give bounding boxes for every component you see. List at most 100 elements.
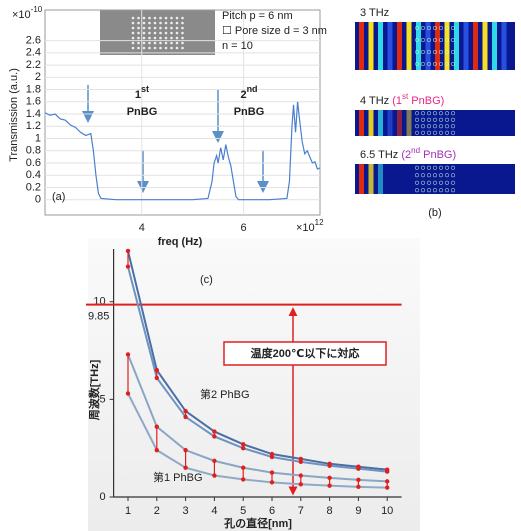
pore xyxy=(153,21,157,25)
field-stripe xyxy=(435,22,440,70)
pore xyxy=(142,46,146,50)
pore xyxy=(175,31,179,35)
field-pore xyxy=(444,188,450,193)
point-marker xyxy=(298,482,303,487)
pore xyxy=(131,21,135,25)
pore xyxy=(137,36,140,40)
pore xyxy=(153,16,157,20)
pore xyxy=(181,31,184,35)
field-pore xyxy=(432,165,438,170)
field-pore xyxy=(444,61,450,67)
point-marker xyxy=(154,424,159,429)
field-pore xyxy=(450,25,456,31)
field-pore xyxy=(426,117,432,122)
field-stripe xyxy=(425,22,431,70)
series-label: 第1 PhBG xyxy=(153,470,203,484)
y-tick-label: 0.8 xyxy=(26,145,41,157)
pore xyxy=(159,41,162,45)
point-marker xyxy=(269,470,275,475)
gap-label-text: PnBG xyxy=(127,106,158,118)
pore xyxy=(181,36,184,40)
point-marker xyxy=(125,352,131,357)
x-tick-label: 3 xyxy=(183,505,189,517)
point-marker xyxy=(241,442,246,447)
pore xyxy=(137,41,140,45)
field-pore xyxy=(450,61,456,67)
field-pore xyxy=(444,25,450,31)
series-line xyxy=(127,393,388,489)
multiplier-base: ×10 xyxy=(12,9,31,21)
panel-label: (a) xyxy=(52,191,65,203)
field-pore xyxy=(450,49,456,55)
field-pore xyxy=(438,49,444,55)
pore xyxy=(153,46,157,50)
caption-part: (1 xyxy=(392,95,402,107)
field-pore xyxy=(432,130,438,135)
y-tick-label: 1.2 xyxy=(26,120,41,132)
gap-suffix: nd xyxy=(247,84,258,94)
point-marker xyxy=(125,248,131,254)
pore xyxy=(159,16,162,20)
y-tick-label: 2 xyxy=(35,71,41,83)
field-pore xyxy=(414,180,420,185)
pore xyxy=(137,16,140,20)
point-marker xyxy=(212,429,217,434)
field-pore xyxy=(432,173,438,178)
series-label: 第2 PhBG xyxy=(200,387,250,401)
field-stripe xyxy=(397,22,402,70)
y-tick-label: 2.4 xyxy=(26,47,41,59)
field-stripe xyxy=(359,22,364,70)
y-tick-label: 0.4 xyxy=(26,169,41,181)
field-pore xyxy=(426,111,432,116)
x-tick-label: 4 xyxy=(211,505,217,517)
field-stripe xyxy=(359,110,364,136)
x-tick-label: 2 xyxy=(154,505,160,517)
y-tick-label: 0 xyxy=(99,491,105,503)
point-marker xyxy=(183,408,188,414)
caption-part: 6.5 THz xyxy=(360,149,401,161)
pore xyxy=(148,21,151,25)
pore xyxy=(164,41,168,45)
field-pore xyxy=(444,130,450,135)
inset-text: n = 10 xyxy=(222,40,253,52)
gap-number: 1 xyxy=(135,89,141,101)
series-line xyxy=(127,250,388,471)
field-stripe xyxy=(406,110,412,136)
panel-label: (c) xyxy=(200,274,213,286)
x-tick-label: 6 xyxy=(269,505,275,517)
pore xyxy=(181,26,184,30)
x-axis-label: freq (Hz) xyxy=(158,236,203,248)
field-pore xyxy=(426,124,432,129)
point-marker xyxy=(356,466,361,471)
pore xyxy=(159,46,162,50)
point-marker xyxy=(385,469,390,474)
field-pore xyxy=(438,173,444,178)
field-pore xyxy=(450,165,456,170)
field-pore xyxy=(420,117,426,122)
pore xyxy=(137,26,140,30)
field-stripe xyxy=(359,164,364,194)
field-pore xyxy=(450,173,456,178)
caption-part: PnBG) xyxy=(408,95,444,107)
pore xyxy=(137,46,140,50)
y-tick-label: 2.6 xyxy=(26,35,41,47)
field-pore xyxy=(420,180,426,185)
point-marker xyxy=(183,465,188,470)
multiplier-base: ×10 xyxy=(296,222,315,234)
pore xyxy=(159,36,162,40)
field-pore xyxy=(414,61,420,67)
point-marker xyxy=(385,479,390,484)
gap-label-number: 1st xyxy=(135,84,149,101)
y-tick-label: 1.6 xyxy=(26,96,41,108)
pore xyxy=(131,26,135,30)
field-pore xyxy=(444,173,450,178)
field-stripe xyxy=(416,22,421,70)
point-marker xyxy=(327,483,332,488)
pore xyxy=(159,21,162,25)
field-pore xyxy=(450,124,456,129)
field-stripe xyxy=(387,22,393,70)
x-tick-label: 10 xyxy=(381,505,393,517)
field-pore xyxy=(432,61,438,67)
field-pore xyxy=(426,25,432,31)
field-stripe xyxy=(492,22,497,70)
